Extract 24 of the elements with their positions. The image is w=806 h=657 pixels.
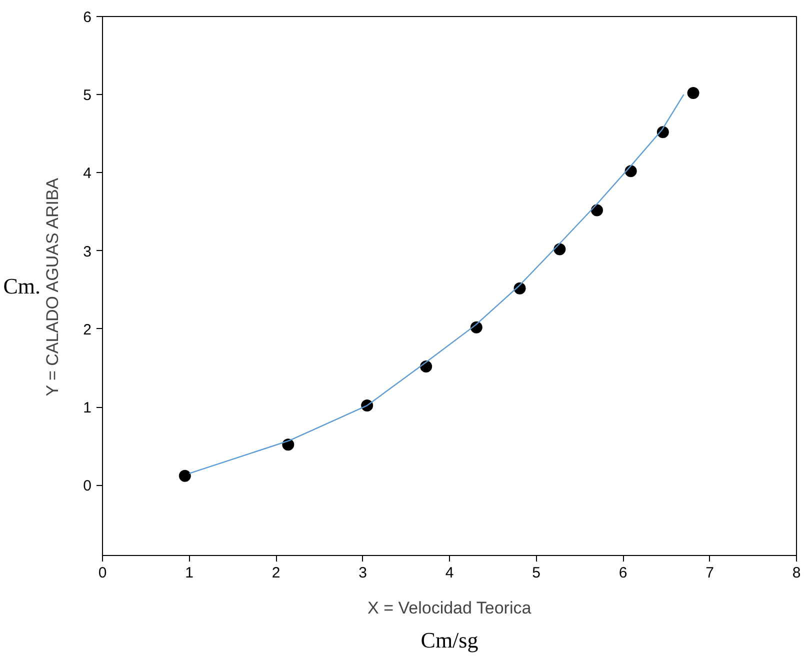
point [590,204,603,216]
y-tick-label: 5 [83,87,92,104]
y-tick-label: 6 [83,9,92,26]
y-tick-label: 0 [83,478,92,495]
y-tick-label: 3 [83,243,92,260]
y-axis-title: Y = CALADO AGUAS ARIBA [43,177,62,396]
x-tick-label: 6 [618,564,628,582]
text: Cm. [3,274,41,298]
x-tick-label: 8 [792,564,801,582]
y-tick-label: 1 [83,400,92,417]
x-tick-label: 1 [185,564,194,582]
y-tick-label: 2 [83,321,92,338]
text: Cm/sg [420,628,478,652]
x-tick-label: 4 [445,564,454,582]
x-tick-label: 7 [706,564,714,582]
x-tick-label: 0 [98,564,107,582]
x-tick-label: 2 [272,564,280,582]
y-tick-label: 4 [83,165,92,182]
point [178,470,191,482]
x-tick-label: 3 [358,564,367,582]
point [554,243,566,256]
x-tick-label: 5 [532,564,540,582]
x-axis-title: X = Velocidad Teorica [368,598,532,618]
point [687,87,700,100]
